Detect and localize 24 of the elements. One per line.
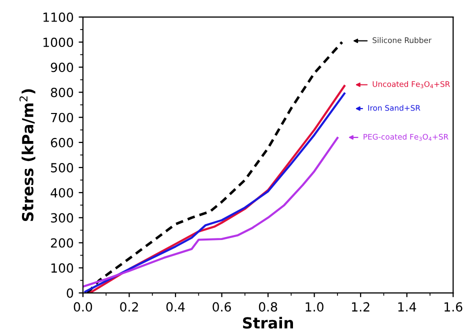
x-tick-label: 0.4 [166, 302, 185, 312]
x-tick-label: 1.4 [398, 302, 416, 312]
y-tick-label: 0 [66, 288, 74, 298]
y-tick-label: 800 [50, 88, 74, 98]
x-tick-label: 1.0 [306, 302, 324, 312]
y-tick-label: 700 [51, 112, 74, 122]
y-tick-label: 100 [51, 263, 74, 273]
x-tick-label: 0.0 [74, 302, 92, 312]
y-tick-label: 600 [50, 138, 74, 148]
y-tick-label: 1000 [43, 38, 74, 48]
y-tick-label: 300 [51, 213, 74, 223]
line-series [82, 136, 339, 288]
y-tick-label: 500 [51, 162, 74, 172]
x-axis-title: Strain [243, 316, 293, 329]
y-axis-title: Stress (kPa/m$^{2}$) [19, 89, 36, 222]
x-tick-label: 0.2 [120, 302, 138, 312]
y-tick-label: 200 [50, 238, 74, 248]
y-tick-label: 1100 [43, 12, 74, 22]
x-tick-label: 0.8 [258, 302, 278, 312]
x-tick-label: 0.6 [212, 302, 231, 312]
x-tick-label: 1.6 [444, 302, 462, 312]
y-tick-label: 400 [50, 188, 74, 198]
y-tick-label: 900 [50, 62, 74, 72]
x-tick-label: 1.2 [352, 302, 370, 312]
